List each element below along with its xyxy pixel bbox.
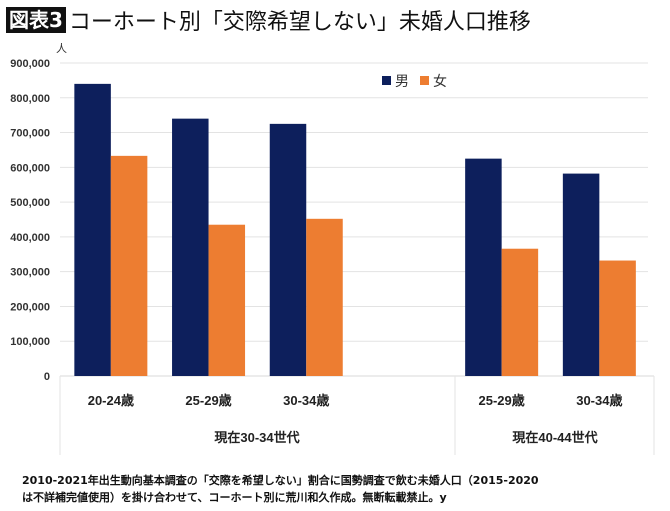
bar-male [269,123,307,376]
bar-female [599,260,636,376]
bar-female [208,224,246,376]
y-tick-label: 100,000 [10,336,50,348]
chart-title: 図表3 コーホート別「交際希望しない」未婚人口推移 [6,4,531,36]
bar-male [74,83,111,376]
y-tick-label: 400,000 [10,232,50,244]
title-text: コーホート別「交際希望しない」未婚人口推移 [68,10,531,35]
bar-female [501,248,539,376]
category-label: 30-34歳 [283,393,329,408]
category-label: 20-24歳 [88,393,134,408]
bar-female [110,155,148,376]
group-label: 現在30-34世代 [214,430,299,445]
legend-swatch [382,76,391,85]
legend-label: 男 [395,73,409,89]
legend-label: 女 [433,73,447,89]
bar-chart: 0 100,000 200,000 300,000 400,000 500,000 600,… [10,42,655,455]
y-tick-label: 700,000 [10,128,50,140]
category-label: 25-29歳 [479,393,525,408]
y-tick-label: 0 [44,371,50,383]
y-axis-unit: 人 [56,42,67,55]
bar-male [465,158,502,376]
y-tick-label: 300,000 [10,267,50,279]
bar-male [562,173,600,376]
y-tick-label: 500,000 [10,197,50,209]
y-tick-label: 200,000 [10,301,50,313]
group-label: 現在40-44世代 [512,430,597,445]
category-label: 30-34歳 [576,393,622,408]
legend-swatch [420,76,429,85]
bar-female [306,218,343,376]
y-tick-label: 800,000 [10,93,50,105]
category-label: 25-29歳 [185,393,231,408]
y-tick-label: 900,000 [10,58,50,70]
note-line-1: 2010-2021年出生動向基本調査の「交際を希望しない」割合に国勢調査で飲む未… [22,474,539,487]
note-line-2: は不詳補完値使用）を掛け合わせて、コーホート別に荒川和久作成。無断転載禁止。y [22,491,447,504]
source-note: 2010-2021年出生動向基本調査の「交際を希望しない」割合に国勢調査で飲む未… [22,472,662,506]
figure-badge: 図表3 [6,7,66,33]
bar-male [172,118,209,377]
y-tick-label: 600,000 [10,162,50,174]
